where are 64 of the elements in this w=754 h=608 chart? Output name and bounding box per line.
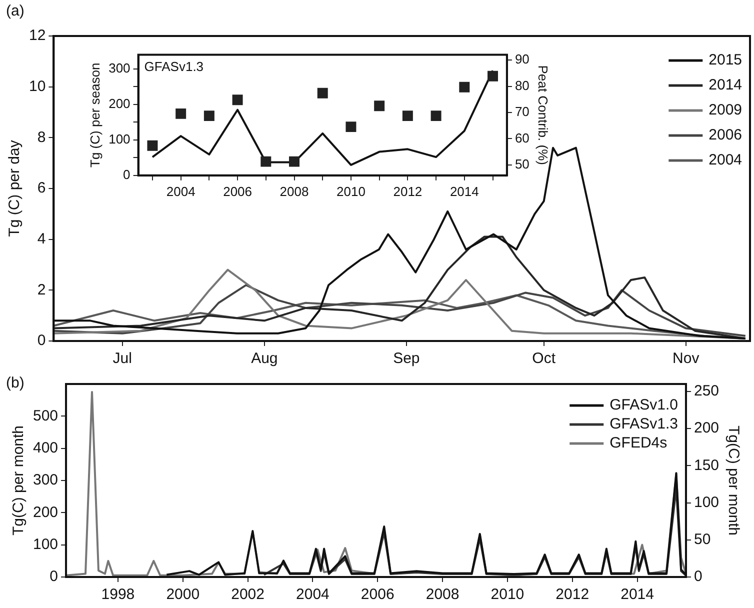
x-tick-label: 2012 (393, 184, 422, 199)
y2-tick-label: 0 (694, 568, 702, 586)
y2-tick-label: 90 (514, 52, 530, 67)
y2-axis-title: Tg(C) per month (724, 425, 742, 536)
x-tick-label: 2014 (450, 184, 479, 199)
y-tick-label: 0 (37, 332, 46, 350)
y2-tick-label: 50 (514, 156, 530, 172)
x-tick-label: Oct (532, 350, 556, 368)
y2-tick-label: 60 (514, 130, 530, 146)
legend-label: GFASv1.0 (610, 396, 678, 414)
y2-tick-label: 250 (694, 382, 720, 400)
x-tick-label: 2004 (166, 184, 196, 199)
y2-axis-title: Peat Contrib. (%) (536, 65, 551, 165)
x-tick-label: Sep (393, 350, 420, 368)
y-tick-label: 100 (108, 132, 130, 147)
y-tick-label: 300 (32, 472, 58, 489)
y2-tick-label: 150 (694, 456, 720, 474)
y-axis-title: Tg(C) per month (10, 425, 28, 536)
text: (b) (6, 374, 24, 392)
legend-label: 2015 (708, 52, 742, 69)
legend-label: 2014 (708, 76, 742, 94)
y-tick-label: 10 (28, 78, 46, 95)
x-tick-label: 2012 (556, 586, 590, 604)
x-tick-label: 2008 (280, 184, 309, 199)
y2-tick-label: 50 (694, 531, 711, 548)
y-tick-label: 2 (37, 281, 46, 298)
text: (a) (6, 2, 24, 20)
y-tick-label: 200 (32, 504, 58, 521)
legend-label: 2006 (708, 126, 742, 144)
y2-tick-label: 80 (514, 78, 530, 93)
x-tick-label: 2000 (166, 586, 200, 604)
y-axis-title: Tg (C) per day (6, 140, 24, 237)
x-tick-label: 2010 (336, 184, 366, 199)
y-axis-title: Tg (C) per season (87, 62, 102, 168)
x-tick-label: 1998 (101, 586, 135, 604)
x-tick-label: 2002 (231, 586, 264, 604)
x-tick-label: 2010 (490, 586, 524, 604)
legend-label: GFED4s (610, 434, 668, 452)
y-tick-label: 4 (37, 230, 46, 248)
legend-label: GFASv1.3 (610, 416, 678, 433)
y-tick-label: 0 (123, 166, 130, 182)
x-tick-label: 2008 (426, 586, 460, 604)
y-tick-label: 100 (32, 536, 58, 553)
y-tick-label: 12 (28, 27, 46, 44)
legend-label: 2009 (708, 102, 742, 119)
x-tick-label: Aug (251, 350, 278, 368)
y2-tick-label: 100 (694, 494, 720, 511)
y-tick-label: 6 (37, 180, 46, 197)
x-tick-label: 2006 (360, 586, 394, 604)
annotation: GFASv1.3 (144, 58, 204, 74)
x-tick-label: Jul (112, 350, 132, 368)
y-tick-label: 300 (108, 60, 130, 76)
x-tick-label: 2006 (223, 184, 252, 199)
y-tick-label: 200 (108, 96, 130, 112)
y2-tick-label: 200 (694, 420, 720, 437)
y-tick-label: 400 (32, 439, 58, 456)
y-tick-label: 0 (50, 568, 58, 586)
legend-label: 2004 (708, 152, 742, 169)
y2-tick-label: 70 (514, 104, 530, 120)
y-tick-label: 500 (32, 407, 58, 424)
x-tick-label: 2014 (620, 586, 654, 604)
y-tick-label: 8 (37, 128, 46, 146)
x-tick-label: 2004 (296, 586, 330, 604)
x-tick-label: Nov (672, 350, 700, 368)
